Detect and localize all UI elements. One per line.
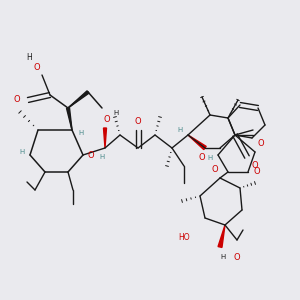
Text: O: O (135, 118, 141, 127)
Polygon shape (103, 128, 106, 148)
Text: O: O (212, 166, 218, 175)
Text: O: O (14, 95, 20, 104)
Polygon shape (218, 225, 225, 248)
Text: O: O (199, 154, 205, 163)
Text: H: H (113, 110, 118, 116)
Text: O: O (233, 253, 240, 262)
Text: H: H (26, 52, 32, 62)
Text: O: O (88, 151, 94, 160)
Polygon shape (68, 91, 89, 108)
Text: O: O (252, 160, 259, 169)
Text: H: H (20, 149, 25, 155)
Text: O: O (33, 62, 40, 71)
Text: HO: HO (178, 233, 190, 242)
Text: H: H (208, 155, 213, 161)
Text: H: H (177, 127, 183, 133)
Text: H: H (78, 130, 83, 136)
Polygon shape (188, 135, 206, 150)
Text: O: O (257, 139, 264, 148)
Polygon shape (67, 108, 72, 130)
Text: H: H (99, 154, 105, 160)
Text: O: O (104, 116, 110, 124)
Text: O: O (253, 167, 260, 176)
Text: H: H (220, 254, 226, 260)
